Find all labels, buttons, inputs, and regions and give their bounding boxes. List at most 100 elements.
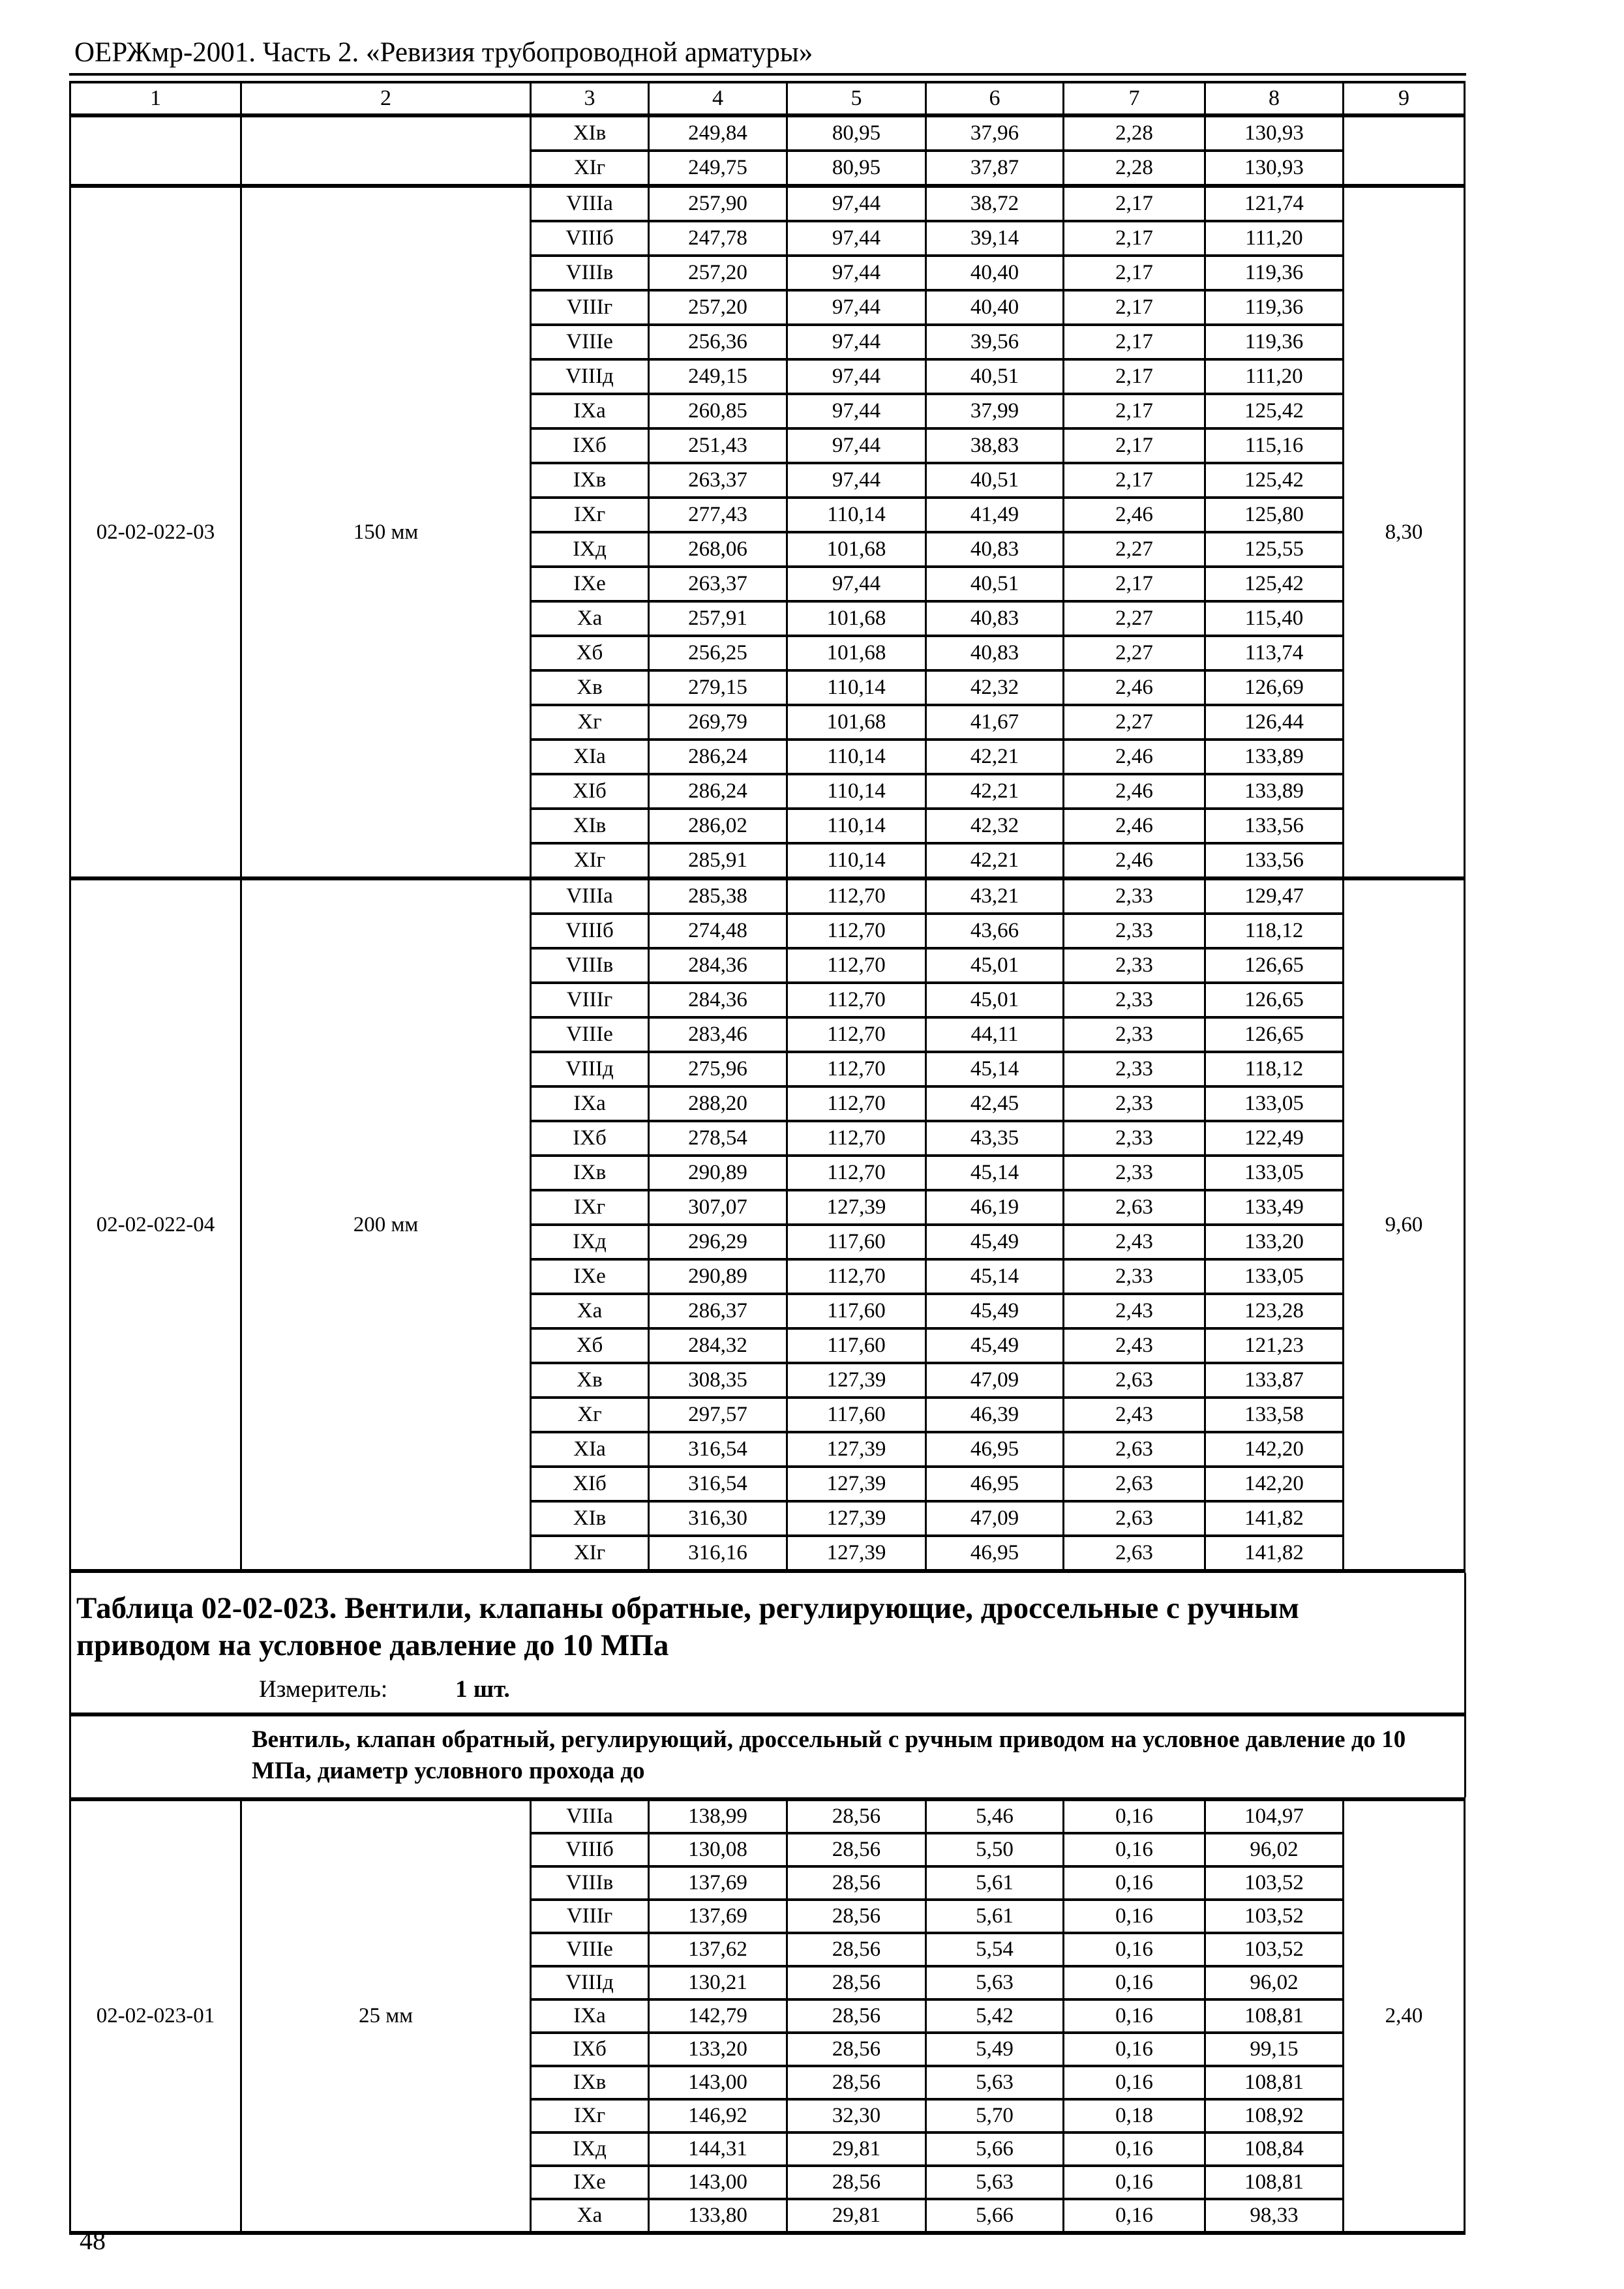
table-row: VIIIб 274,48 112,70 43,66 2,33 118,12	[70, 912, 1465, 950]
value-cell: 279,15	[648, 669, 788, 706]
group-label-cell: VIIIв	[530, 254, 650, 292]
extra-value-cell: 8,30	[1342, 184, 1466, 880]
group-label-cell: XIг	[530, 149, 650, 187]
value-cell: 133,56	[1204, 842, 1344, 880]
table-row: Xв 308,35 127,39 47,09 2,63 133,87	[70, 1362, 1465, 1399]
value-cell: 290,89	[648, 1154, 788, 1191]
value-cell: 2,33	[1062, 1085, 1206, 1122]
column-header: 2	[240, 81, 532, 117]
value-cell: 2,33	[1062, 1016, 1206, 1053]
value-cell: 2,63	[1062, 1534, 1206, 1572]
value-cell: 2,17	[1062, 393, 1206, 430]
value-cell: 125,80	[1204, 496, 1344, 533]
table-row: VIIIв 284,36 112,70 45,01 2,33 126,65	[70, 947, 1465, 984]
group-label-cell: VIIIе	[530, 1931, 650, 1967]
group-label-cell: IXв	[530, 2064, 650, 2101]
rate-size-cell: 150 мм	[240, 184, 532, 880]
value-cell: 138,99	[648, 1797, 788, 1834]
value-cell: 127,39	[786, 1431, 927, 1468]
value-cell: 45,14	[925, 1258, 1064, 1295]
value-cell: 110,14	[786, 496, 927, 533]
table-row: IXг 307,07 127,39 46,19 2,63 133,49	[70, 1189, 1465, 1226]
table-row: VIIIг 284,36 112,70 45,01 2,33 126,65	[70, 981, 1465, 1019]
value-cell: 32,30	[786, 2097, 927, 2134]
extra-value-cell	[1342, 113, 1466, 187]
value-cell: 275,96	[648, 1051, 788, 1088]
value-cell: 5,66	[925, 2131, 1064, 2167]
value-cell: 97,44	[786, 184, 927, 222]
value-cell: 130,93	[1204, 113, 1344, 152]
group-label-cell: IXд	[530, 2131, 650, 2167]
value-cell: 97,44	[786, 289, 927, 326]
table-row: Xв 279,15 110,14 42,32 2,46 126,69	[70, 669, 1465, 706]
value-cell: 40,40	[925, 289, 1064, 326]
value-cell: 316,30	[648, 1500, 788, 1537]
value-cell: 37,87	[925, 149, 1064, 187]
measurer-value: 1 шт.	[455, 1675, 510, 1703]
value-cell: 47,09	[925, 1362, 1064, 1399]
value-cell: 284,32	[648, 1327, 788, 1364]
value-cell: 2,46	[1062, 773, 1206, 810]
table-row: IXд 144,31 29,81 5,66 0,16 108,84	[70, 2131, 1465, 2167]
table-row: IXд 296,29 117,60 45,49 2,43 133,20	[70, 1223, 1465, 1261]
table-row: VIIIг 137,69 28,56 5,61 0,16 103,52	[70, 1898, 1465, 1934]
value-cell: 247,78	[648, 220, 788, 257]
group-label-cell: IXа	[530, 1085, 650, 1122]
group-label-cell: IXб	[530, 1120, 650, 1157]
value-cell: 127,39	[786, 1534, 927, 1572]
value-cell: 277,43	[648, 496, 788, 533]
value-cell: 2,33	[1062, 1154, 1206, 1191]
value-cell: 133,89	[1204, 738, 1344, 775]
value-cell: 127,39	[786, 1189, 927, 1226]
value-cell: 5,46	[925, 1797, 1064, 1834]
value-cell: 110,14	[786, 842, 927, 880]
value-cell: 43,66	[925, 912, 1064, 950]
value-cell: 112,70	[786, 912, 927, 950]
value-cell: 285,38	[648, 876, 788, 915]
group-label-cell: XIб	[530, 1465, 650, 1503]
value-cell: 37,96	[925, 113, 1064, 152]
value-cell: 108,81	[1204, 2064, 1344, 2101]
rates-rows-lower: 02-02-023-01 25 мм VIIIа 138,99 28,56 5,46 0,1…	[69, 1797, 1466, 2234]
value-cell: 284,36	[648, 947, 788, 984]
value-cell: 45,49	[925, 1293, 1064, 1330]
value-cell: 2,63	[1062, 1465, 1206, 1503]
value-cell: 40,83	[925, 531, 1064, 568]
table-row: VIIIе 256,36 97,44 39,56 2,17 119,36	[70, 323, 1465, 361]
group-label-cell: XIг	[530, 842, 650, 880]
table-row: VIIIд 249,15 97,44 40,51 2,17 111,20	[70, 358, 1465, 395]
group-label-cell: VIIIе	[530, 323, 650, 361]
value-cell: 2,17	[1062, 427, 1206, 464]
value-cell: 111,20	[1204, 220, 1344, 257]
value-cell: 103,52	[1204, 1931, 1344, 1967]
value-cell: 112,70	[786, 1085, 927, 1122]
rates-table-upper: 1 2 3 4 5 6 7 8 9 XIв 249,84 80,95 37,96 2,2…	[69, 81, 1466, 1573]
group-label-cell: IXг	[530, 1189, 650, 1226]
value-cell: 112,70	[786, 981, 927, 1019]
value-cell: 130,08	[648, 1831, 788, 1868]
value-cell: 0,16	[1062, 1898, 1206, 1934]
group-label-cell: Xв	[530, 1362, 650, 1399]
column-header: 4	[648, 81, 788, 117]
group-label-cell: Xг	[530, 704, 650, 741]
value-cell: 28,56	[786, 1997, 927, 2034]
group-label-cell: IXе	[530, 1258, 650, 1295]
value-cell: 112,70	[786, 1154, 927, 1191]
value-cell: 285,91	[648, 842, 788, 880]
group-label-cell: VIIIб	[530, 220, 650, 257]
value-cell: 113,74	[1204, 635, 1344, 672]
table-row: IXг 277,43 110,14 41,49 2,46 125,80	[70, 496, 1465, 533]
table-row: XIа 286,24 110,14 42,21 2,46 133,89	[70, 738, 1465, 775]
group-label-cell: VIIIд	[530, 358, 650, 395]
group-label-cell: VIIIа	[530, 184, 650, 222]
measurer-row: Измеритель: 1 шт.	[259, 1675, 1452, 1703]
value-cell: 5,66	[925, 2197, 1064, 2234]
value-cell: 257,20	[648, 289, 788, 326]
value-cell: 0,16	[1062, 1797, 1206, 1834]
value-cell: 2,33	[1062, 1051, 1206, 1088]
value-cell: 5,54	[925, 1931, 1064, 1967]
value-cell: 42,32	[925, 669, 1064, 706]
value-cell: 2,63	[1062, 1189, 1206, 1226]
rate-code-cell: 02-02-022-04	[69, 876, 242, 1572]
group-label-cell: VIIIг	[530, 1898, 650, 1934]
